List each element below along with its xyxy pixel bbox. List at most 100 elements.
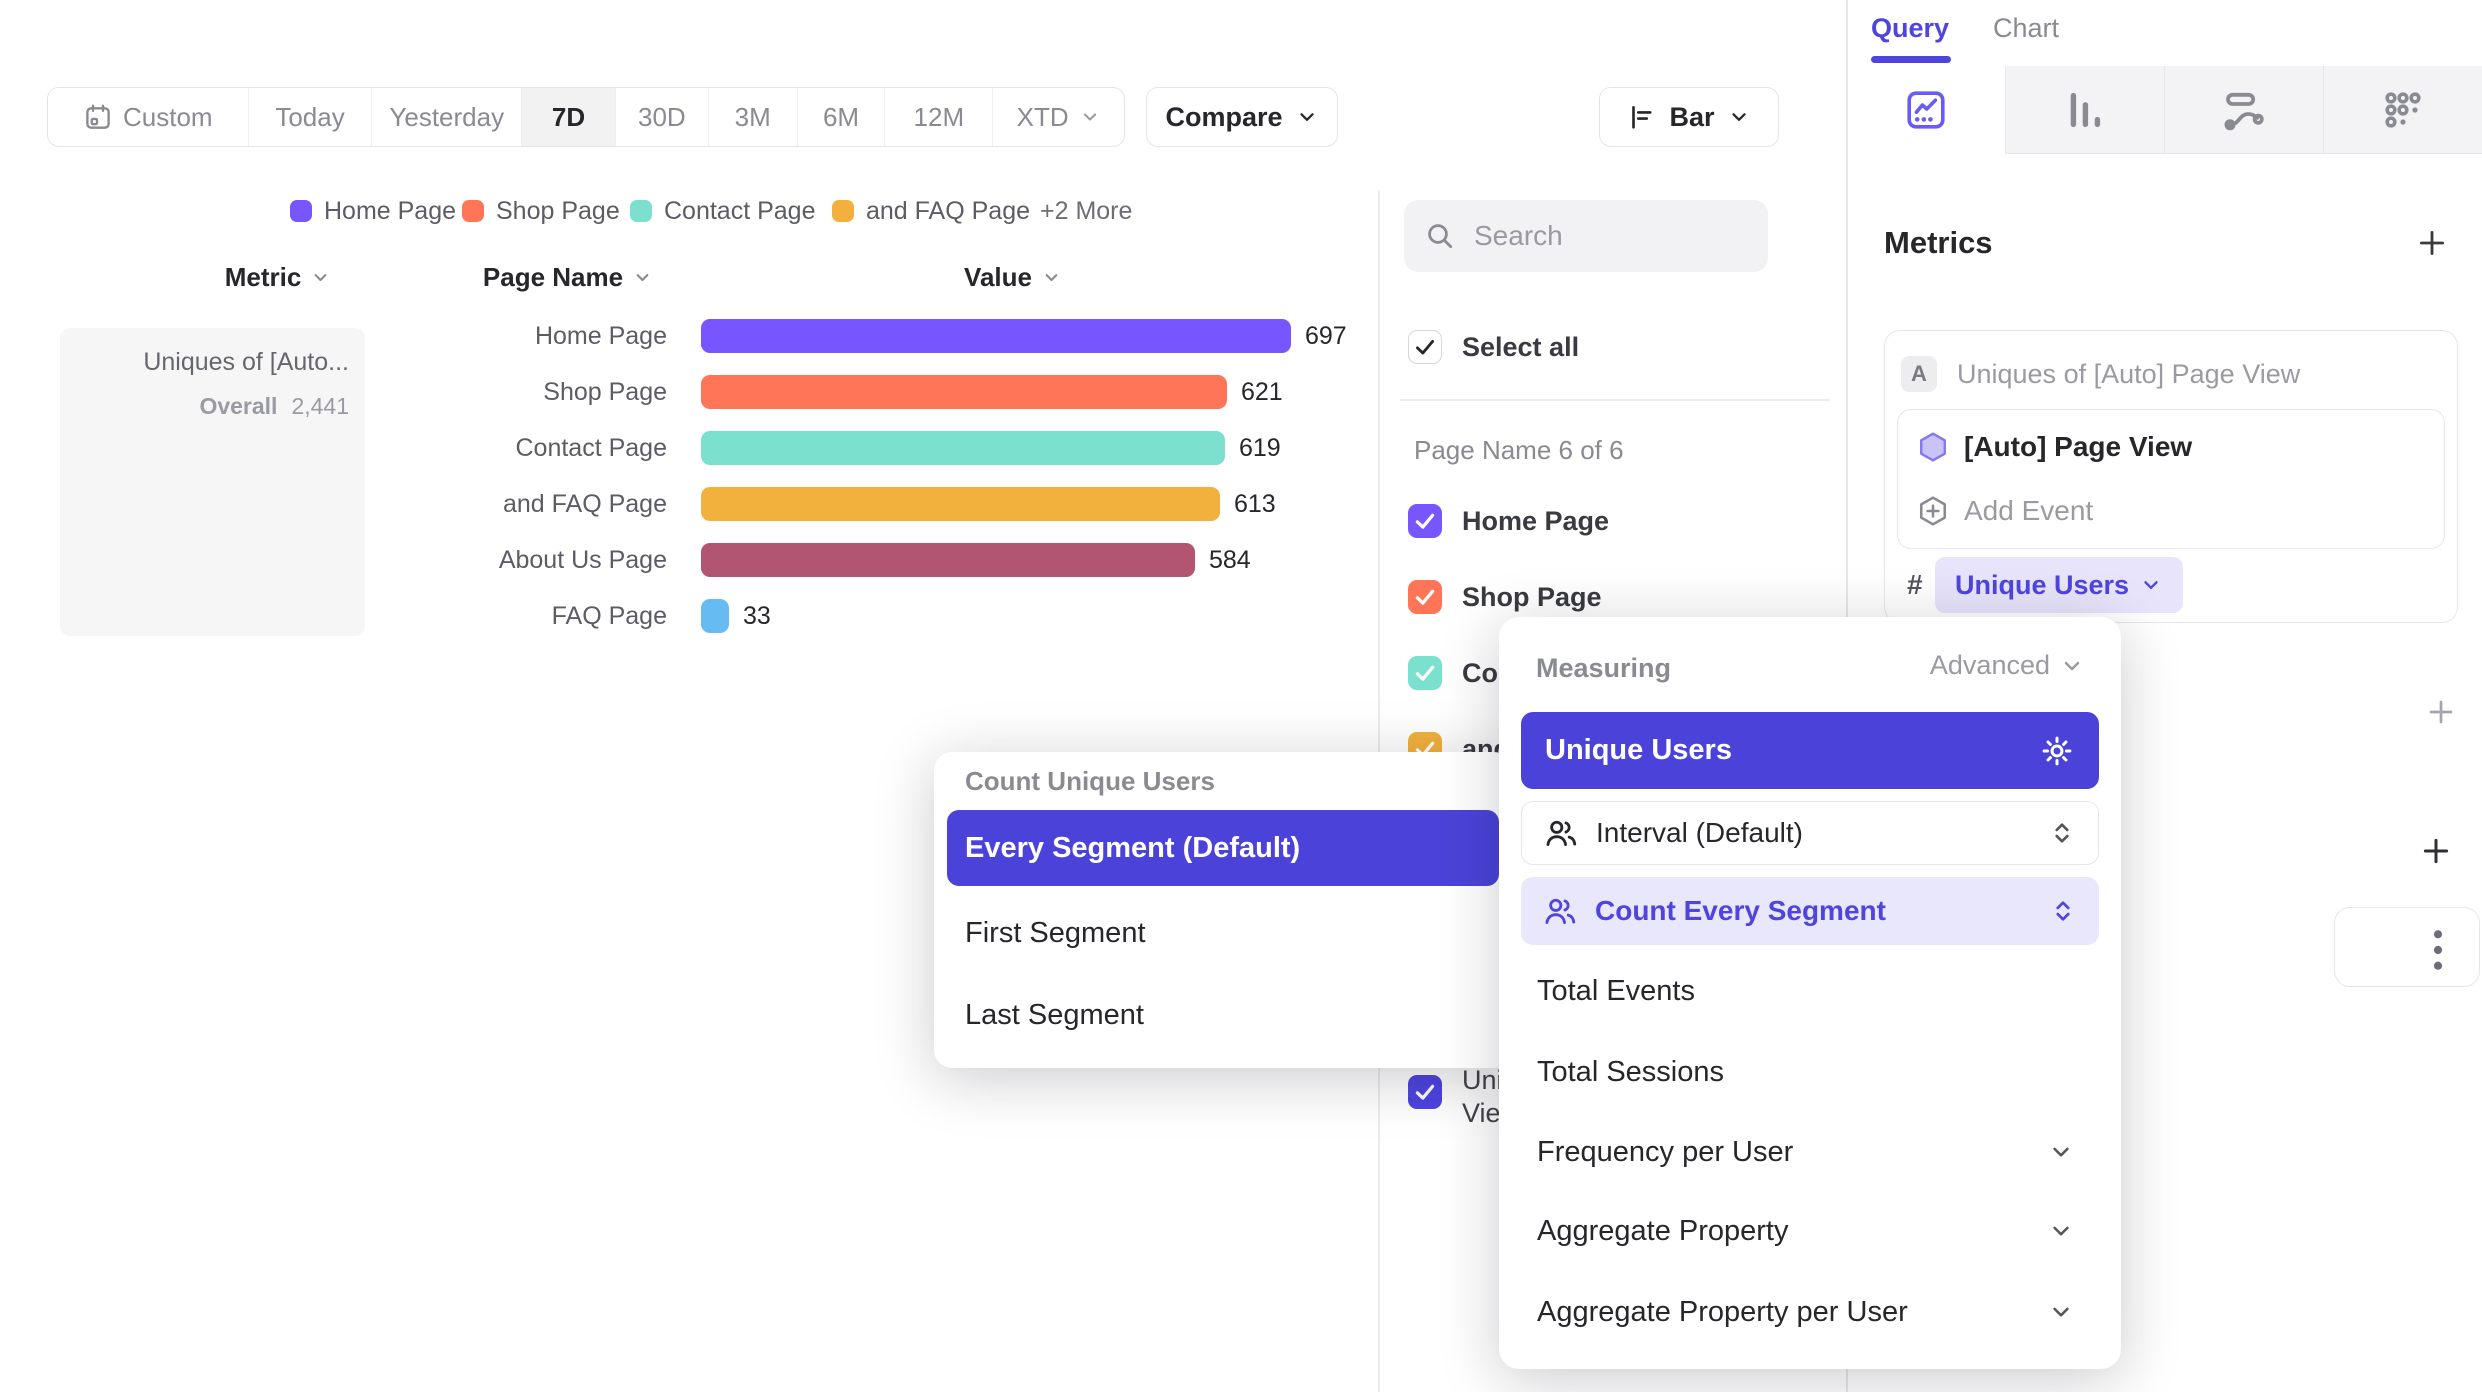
option-last-segment[interactable]: Last Segment [965,999,1144,1031]
event-hexagon-icon [1916,430,1950,464]
gear-icon[interactable] [2039,733,2075,769]
compare-button[interactable]: Compare [1146,87,1338,147]
date-range-3m[interactable]: 3M [709,88,798,146]
bar-and-faq-page[interactable] [701,487,1220,521]
search-box [1404,200,1768,272]
select-all-label: Select all [1462,332,1580,362]
metric-badge: A [1901,356,1937,392]
date-range-xtd[interactable]: XTD [993,88,1124,146]
search-icon [1424,220,1456,252]
date-range-12m[interactable]: 12M [885,88,994,146]
option-frequency-per-user[interactable]: Frequency per User [1537,1136,1794,1168]
option-first-segment[interactable]: First Segment [965,917,1146,949]
kebab-menu-icon[interactable] [2431,928,2445,977]
bar-shop-page[interactable] [701,375,1227,409]
tab-retention[interactable] [2323,66,2482,154]
event-label: [Auto] Page View [1964,431,2193,462]
chevron-down-icon[interactable] [2047,1217,2075,1245]
add-filter-button[interactable] [2423,694,2459,730]
legend-item[interactable]: Shop Page [462,197,620,225]
chevron-down-icon [2059,653,2085,679]
add-breakdown-button[interactable] [2418,833,2454,869]
bar-row: Shop Page 621 [380,375,1283,409]
bar-row: Contact Page 619 [380,431,1281,465]
bar-row: and FAQ Page 613 [380,487,1276,521]
advanced-toggle[interactable]: Advanced [1930,650,2085,681]
date-range-today[interactable]: Today [249,88,373,146]
legend-item[interactable]: and FAQ Page [832,197,1030,225]
date-range-7d[interactable]: 7D [522,88,616,146]
metric-label: Uniques of [Auto] Page View [1957,359,2301,389]
date-range-custom[interactable]: Custom [48,88,249,146]
bar-faq-page[interactable] [701,599,729,633]
checkbox-uniques-page-view[interactable] [1408,1075,1442,1109]
legend-more[interactable]: +2 More [1040,197,1133,225]
tab-chart[interactable]: Chart [1993,13,2060,43]
column-header-value[interactable]: Value [913,261,1113,293]
insights-icon [1902,86,1950,134]
checkbox-contact-page[interactable] [1408,656,1442,690]
chevron-down-icon [1727,105,1751,129]
chevron-down-icon [1041,267,1062,288]
legend-item[interactable]: Home Page [290,197,456,225]
event-card: [Auto] Page View Add Event [1897,409,2445,549]
bar-home-page[interactable] [701,319,1291,353]
option-count-every-segment[interactable]: Count Every Segment [1521,877,2099,945]
count-unique-users-popup: Count Unique Users Every Segment (Defaul… [934,752,1512,1068]
add-metric-button[interactable] [2414,225,2450,261]
chevron-down-icon [632,267,653,288]
funnels-icon [2061,86,2109,134]
add-event-label: Add Event [1964,495,2094,526]
option-aggregate-property[interactable]: Aggregate Property [1537,1215,1789,1247]
legend-item[interactable]: Contact Page [630,197,816,225]
metrics-heading: Metrics [1884,225,1993,260]
bar-row: About Us Page 584 [380,543,1251,577]
tab-insights[interactable] [1847,66,2006,154]
event-row[interactable]: [Auto] Page View [1916,429,2192,465]
bar-contact-page[interactable] [701,431,1225,465]
updown-icon [2048,819,2076,847]
people-icon [1544,816,1578,850]
column-header-page-name[interactable]: Page Name [468,261,668,293]
option-total-events[interactable]: Total Events [1537,975,1695,1007]
metric-summary-overall: Overall 2,441 [199,393,349,419]
measure-chip[interactable]: Unique Users [1935,557,2184,613]
chevron-down-icon[interactable] [2047,1298,2075,1326]
option-aggregate-property-per-user[interactable]: Aggregate Property per User [1537,1296,1908,1328]
popup-title: Measuring [1536,653,1672,683]
date-range-6m[interactable]: 6M [798,88,886,146]
metric-summary-title: Uniques of [Auto... [143,348,349,376]
chevron-down-icon[interactable] [2047,1138,2075,1166]
report-type-tabbar [1847,66,2482,154]
add-event-row[interactable]: Add Event [1916,493,2093,529]
option-total-sessions[interactable]: Total Sessions [1537,1056,1724,1088]
bar-about-us-page[interactable] [701,543,1195,577]
filter-item-label[interactable]: Home Page [1462,506,1610,536]
add-event-hexagon-icon [1916,494,1950,528]
tab-query[interactable]: Query [1871,13,1950,43]
calendar-icon [83,102,113,132]
date-range-label: Custom [123,101,213,132]
metric-summary-card[interactable]: Uniques of [Auto... Overall 2,441 [60,328,365,636]
option-unique-users[interactable]: Unique Users [1521,712,2099,789]
chevron-down-icon [2139,573,2163,597]
checkbox-home-page[interactable] [1408,504,1442,538]
search-input[interactable] [1472,219,1726,253]
checkbox-shop-page[interactable] [1408,580,1442,614]
option-every-segment[interactable]: Every Segment (Default) [947,810,1499,886]
flows-icon [2220,86,2268,134]
chart-type-button[interactable]: Bar [1599,87,1779,147]
date-range-30d[interactable]: 30D [616,88,709,146]
breakdown-card [2334,907,2480,987]
people-icon [1543,894,1577,928]
legend-swatch [290,200,312,222]
tab-funnels[interactable] [2005,66,2165,154]
column-header-metric[interactable]: Metric [178,261,378,293]
option-interval-default[interactable]: Interval (Default) [1521,801,2099,865]
tab-flows[interactable] [2164,66,2324,154]
divider [1400,399,1830,401]
date-range-yesterday[interactable]: Yesterday [372,88,523,146]
filter-item-label[interactable]: Shop Page [1462,582,1602,612]
select-all-checkbox[interactable] [1408,330,1442,364]
